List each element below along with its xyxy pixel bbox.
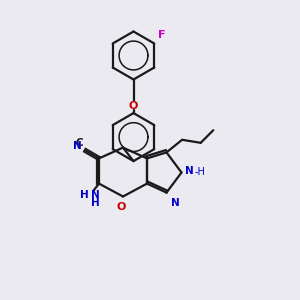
Text: N: N — [171, 198, 180, 208]
Text: H: H — [80, 190, 88, 200]
Text: C: C — [76, 138, 83, 148]
Text: N: N — [185, 166, 194, 176]
Text: F: F — [158, 31, 165, 40]
Text: H: H — [92, 198, 100, 208]
Text: N: N — [92, 190, 100, 200]
Text: N: N — [73, 141, 81, 151]
Text: -H: -H — [194, 167, 205, 177]
Text: O: O — [129, 100, 138, 111]
Text: O: O — [117, 202, 126, 212]
